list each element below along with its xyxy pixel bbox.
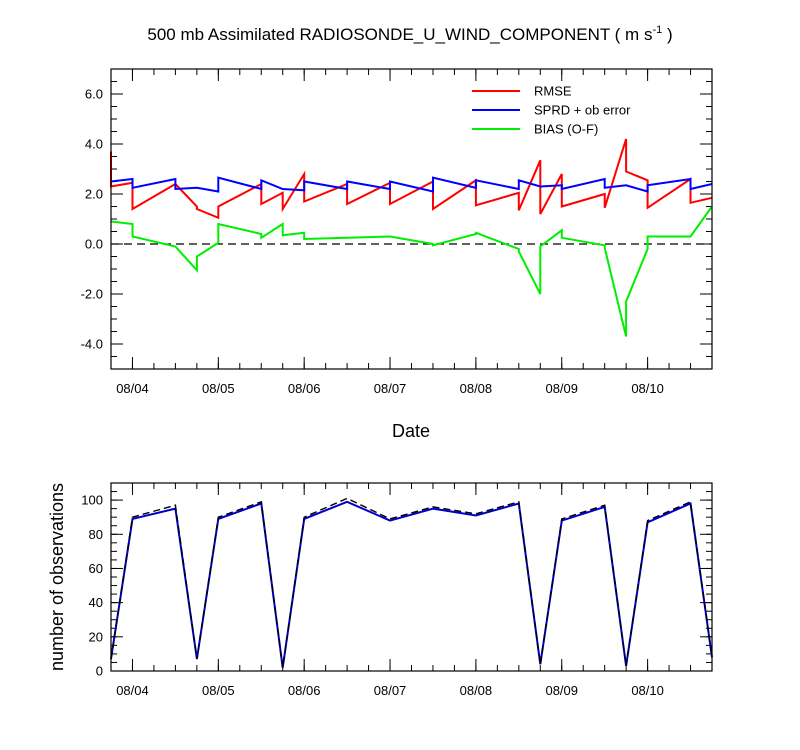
x-tick-label: 08/05 (202, 683, 235, 698)
x-tick-label: 08/04 (116, 683, 149, 698)
y-tick-label: 6.0 (85, 87, 103, 102)
top-x-axis-title: Date (392, 421, 430, 441)
legend-entry: BIAS (O-F) (534, 122, 598, 137)
y-tick-label: 20 (89, 629, 103, 644)
y-tick-label: 60 (89, 561, 103, 576)
y-tick-label: 40 (89, 595, 103, 610)
x-tick-label: 08/08 (460, 683, 493, 698)
bottom-y-axis-title: number of observations (47, 483, 67, 671)
x-tick-label: 08/09 (545, 381, 578, 396)
plot-frame (110, 68, 713, 370)
legend-entry: RMSE (534, 84, 572, 99)
chart-title-superscript: -1 (652, 24, 662, 36)
top-chart: 08/04 08/05 08/06 08/07 08/08 08/09 08/10 -4.0 -… (81, 68, 713, 396)
y-tick-label: 0 (96, 664, 103, 679)
y-tick-label: 2.0 (85, 187, 103, 202)
x-tick-label: 08/06 (288, 381, 321, 396)
y-tick-label: -2.0 (81, 287, 103, 302)
axis-ticks (110, 482, 713, 672)
series-line-0 (110, 500, 713, 668)
plot-frame (110, 482, 713, 672)
x-tick-label: 08/09 (545, 683, 578, 698)
y-tick-label: -4.0 (81, 337, 103, 352)
chart-title-suffix: ) (662, 25, 672, 44)
x-tick-label: 08/07 (374, 381, 407, 396)
series-line-1 (110, 497, 713, 668)
x-tick-label: 08/08 (460, 381, 493, 396)
y-tick-label: 4.0 (85, 137, 103, 152)
y-tick-label: 100 (81, 493, 103, 508)
y-tick-label: 0.0 (85, 237, 103, 252)
series-line-bias-o-f (110, 205, 713, 337)
chart-title-main: 500 mb Assimilated RADIOSONDE_U_WIND_COM… (147, 25, 652, 44)
x-tick-label: 08/07 (374, 683, 407, 698)
bottom-chart: 08/04 08/05 08/06 08/07 08/08 08/09 08/10 0 20 40… (81, 482, 713, 698)
x-tick-label: 08/06 (288, 683, 321, 698)
x-tick-label: 08/05 (202, 381, 235, 396)
legend: RMSE SPRD + ob error BIAS (O-F) (472, 84, 631, 137)
x-tick-label: 08/10 (631, 381, 664, 396)
x-tick-label: 08/04 (116, 381, 149, 396)
y-tick-label: 80 (89, 527, 103, 542)
x-tick-label: 08/10 (631, 683, 664, 698)
series-line-sprd-ob-error (110, 176, 713, 193)
series-line-rmse (110, 138, 713, 220)
legend-entry: SPRD + ob error (534, 103, 631, 118)
axis-ticks (110, 68, 713, 370)
chart-title: 500 mb Assimilated RADIOSONDE_U_WIND_COM… (147, 24, 672, 44)
